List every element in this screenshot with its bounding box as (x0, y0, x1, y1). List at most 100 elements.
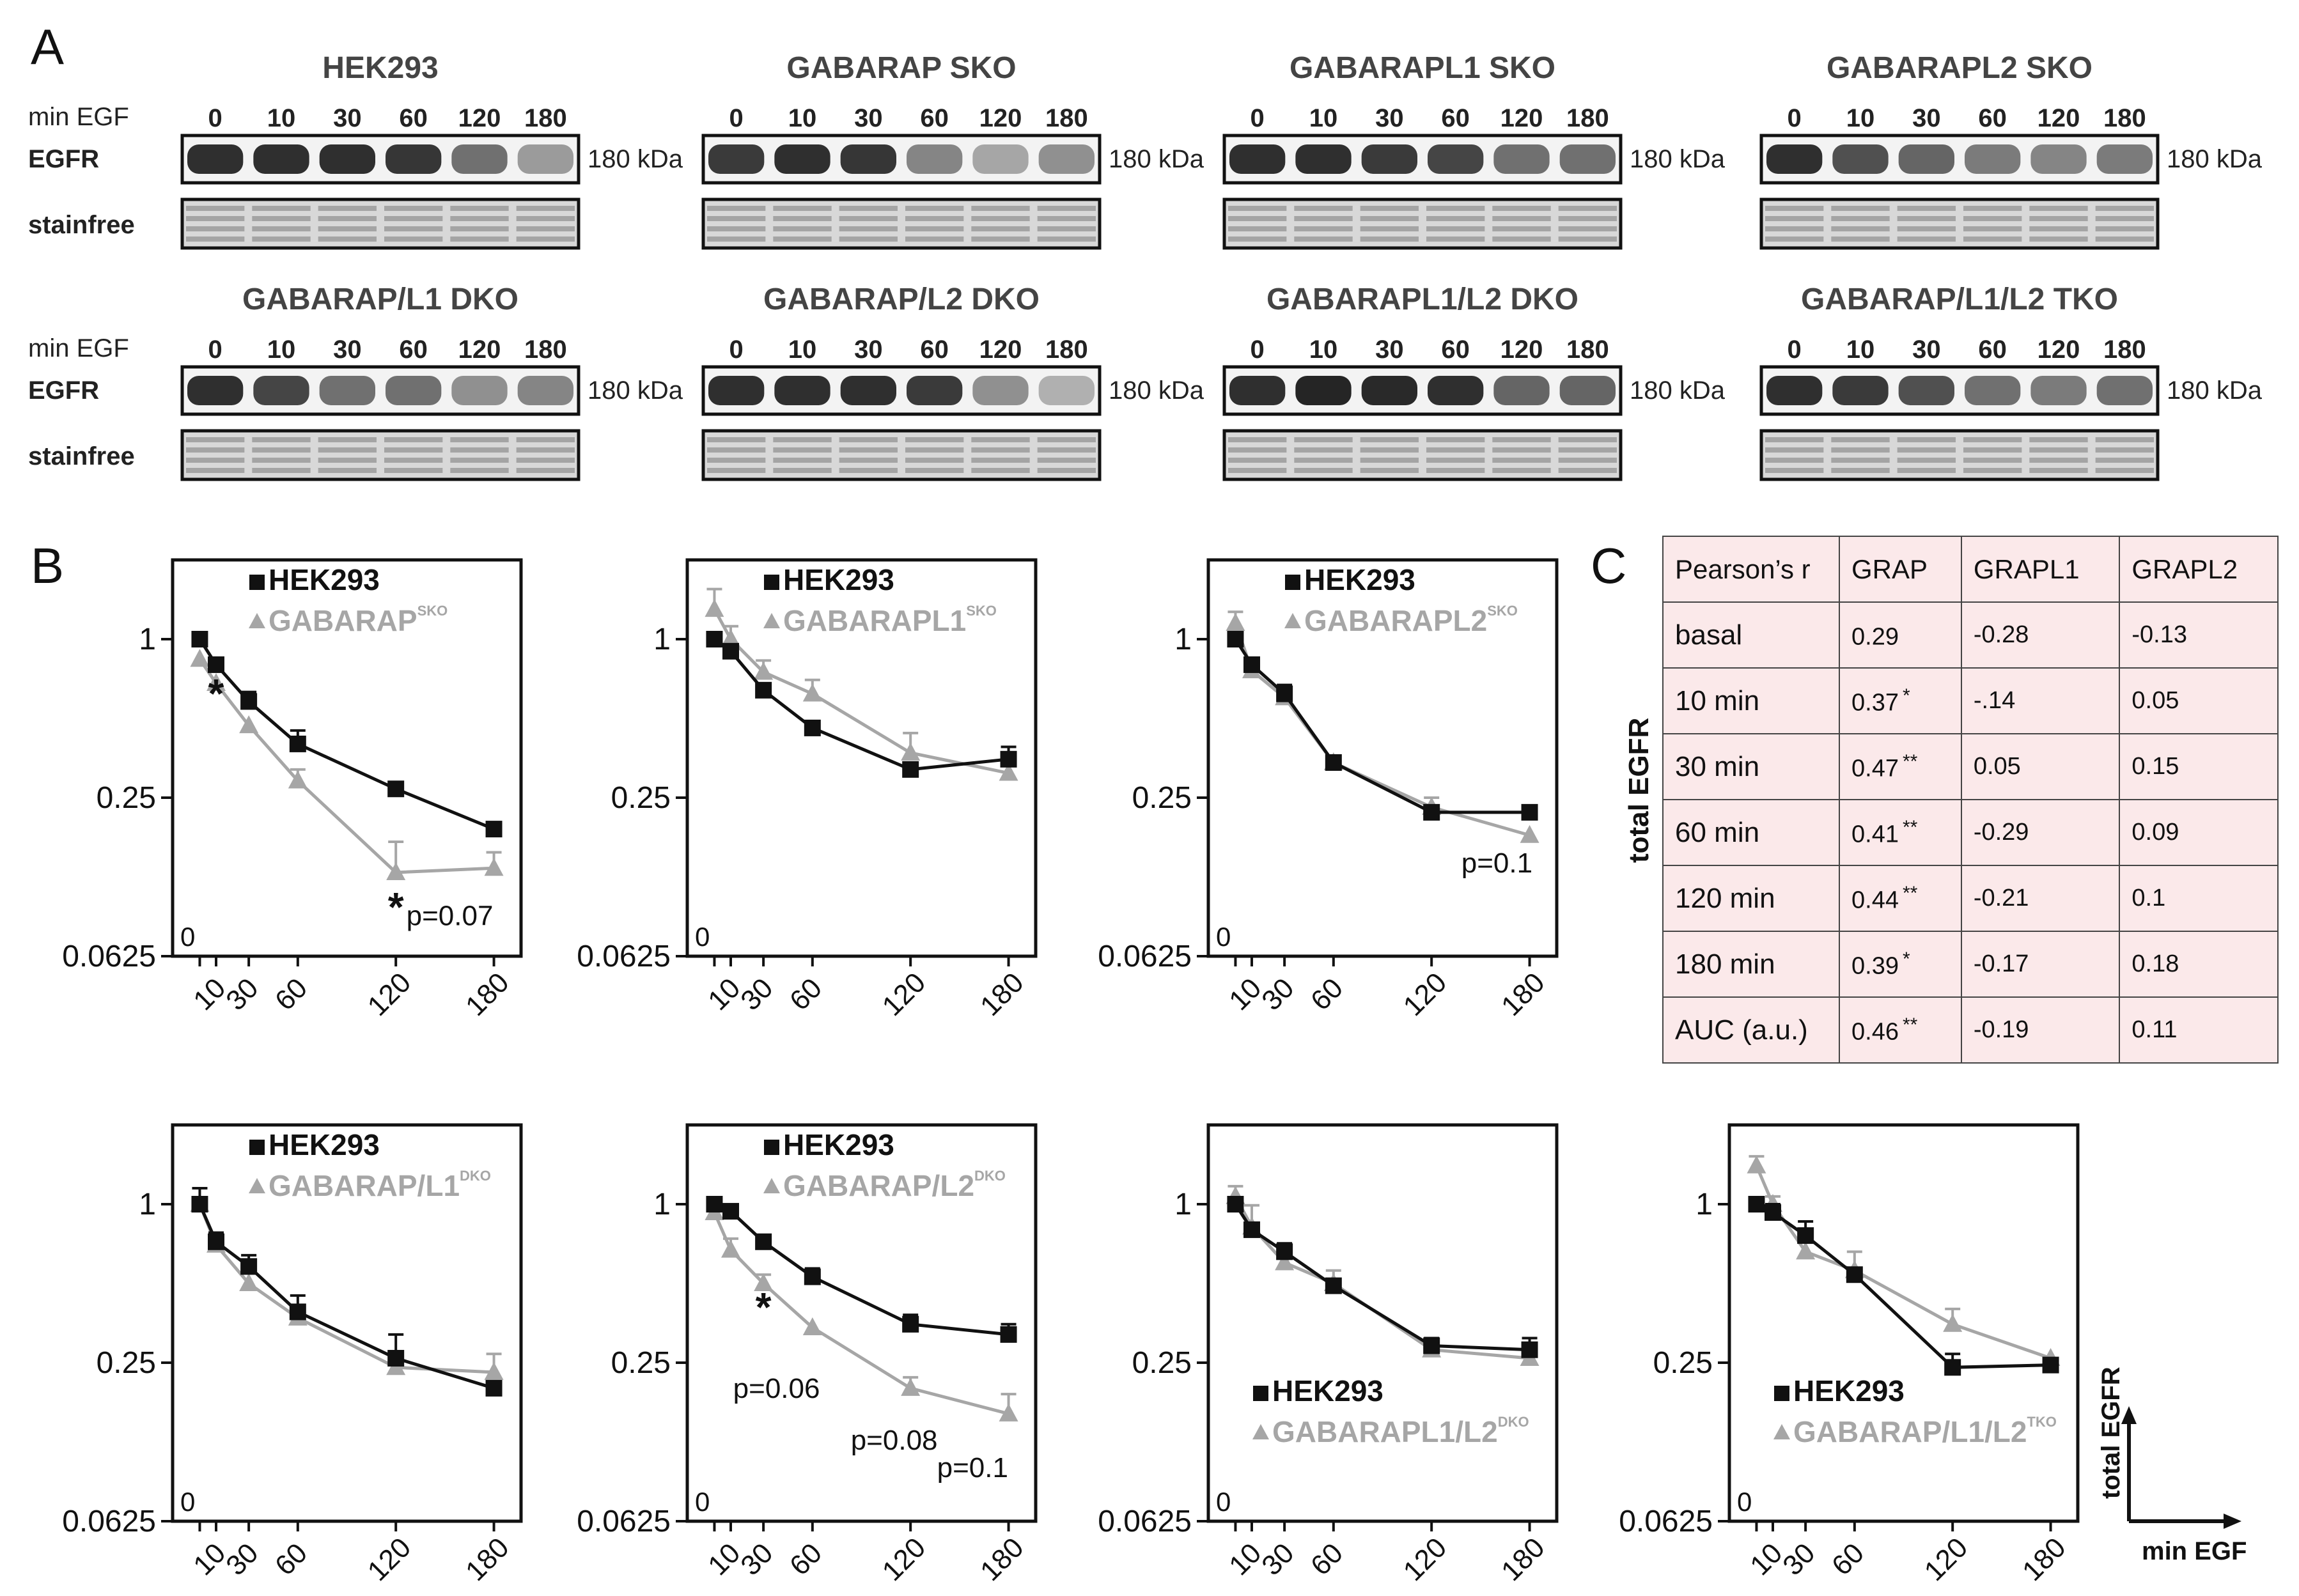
blot-timepoint-label: 60 (1978, 336, 2007, 364)
blot-timepoint-label: 180 (1566, 104, 1609, 132)
y-tick-label: 0.0625 (577, 940, 671, 973)
data-point-square (1227, 631, 1244, 647)
stainfree-band (1897, 447, 1956, 453)
data-point-square (804, 1268, 821, 1285)
stainfree-band (516, 216, 575, 221)
significance-star: * (208, 670, 224, 717)
stainfree-band (252, 236, 311, 242)
legend-label-superscript: TKO (2027, 1414, 2056, 1430)
stainfree-band (971, 458, 1030, 463)
grap-value: 0.29 (1851, 623, 1899, 651)
stainfree-band (1765, 447, 1824, 453)
data-point-triangle (999, 763, 1018, 781)
grap-value: 0.44 (1851, 887, 1899, 914)
data-point-triangle (288, 770, 308, 789)
blot-timepoint-label: 0 (1788, 104, 1802, 132)
data-point-square (387, 1349, 405, 1367)
data-point-square (1276, 1243, 1293, 1260)
egfr-band (708, 144, 765, 174)
stainfree-band (318, 458, 377, 463)
stainfree-band (1963, 216, 2022, 221)
axis-legend-y-label: total EGFR (2097, 1367, 2125, 1499)
grap-cell: 0.47 ** (1839, 733, 1962, 800)
stainfree-band (1765, 468, 1824, 473)
x-tick-label: 30 (1777, 1537, 1821, 1581)
egfr-blot-frame (1222, 365, 1623, 416)
kda-label: 180 kDa (1109, 376, 1204, 405)
stainfree-band (1360, 447, 1419, 453)
stainfree-band (773, 206, 832, 211)
blot-timepoint-label: 180 (524, 336, 567, 364)
significance-marker: * (1902, 948, 1910, 970)
arrow-up-icon (2121, 1406, 2137, 1424)
stainfree-band (1897, 468, 1956, 473)
egfr-band (840, 144, 896, 174)
data-point-square (208, 1233, 225, 1250)
stainfree-band (318, 206, 377, 211)
p-value-annotation: p=0.08 (851, 1425, 938, 1456)
stainfree-band (1765, 458, 1824, 463)
x-tick-label: 60 (269, 972, 313, 1016)
legend-label-name: GABARAP/L2 (783, 1169, 974, 1202)
data-point-square (485, 821, 503, 838)
y-tick-label: 1 (139, 623, 156, 656)
egfr-band (1898, 376, 1954, 405)
series-line (1234, 1203, 1530, 1352)
x-tick-label: 30 (1256, 1537, 1300, 1581)
egfr-band (386, 376, 442, 405)
blot-title: GABARAPL1 SKO (1290, 51, 1555, 85)
data-point-square (1521, 803, 1538, 821)
significance-marker: ** (1902, 816, 1918, 838)
grapl1-cell: 0.05 (1960, 733, 2121, 800)
egfr-band (1832, 144, 1889, 174)
stainfree-band (1228, 206, 1287, 211)
y-tick-label: 1 (653, 1188, 671, 1221)
y-tick-label: 1 (1174, 1188, 1192, 1221)
stainfree-blot-frame (701, 198, 1102, 250)
stainfree-band (1831, 206, 1890, 211)
stainfree-band (1037, 468, 1096, 473)
arrow-right-icon (2224, 1514, 2241, 1529)
x-tick-label: 180 (2016, 1531, 2072, 1587)
data-point-square (1423, 1337, 1440, 1354)
egfr-band (1493, 144, 1550, 174)
egfr-band (319, 376, 375, 405)
grapl1-cell: -0.28 (1960, 601, 2121, 669)
stainfree-blot-frame (1759, 198, 2160, 250)
grapl1-cell: -0.17 (1960, 931, 2121, 998)
stainfree-band (1558, 437, 1617, 442)
data-point-triangle (754, 662, 774, 680)
stainfree-band (186, 236, 245, 242)
data-point-square (208, 656, 225, 673)
pearson-table: Pearson’s r GRAP GRAPL1 GRAPL2 basal 0.29… (1662, 536, 2279, 1064)
zero-label: 0 (695, 1487, 710, 1517)
stainfree-band (516, 236, 575, 242)
stainfree-band (971, 236, 1030, 242)
series-line (198, 638, 495, 831)
x-tick-label: 30 (220, 972, 264, 1016)
stainfree-band (707, 468, 766, 473)
table-header-cell: GRAP (1839, 536, 1962, 603)
stainfree-band (1228, 437, 1287, 442)
stainfree-band (2029, 458, 2088, 463)
stainfree-band (1963, 447, 2022, 453)
x-tick-label: 60 (1826, 1537, 1870, 1581)
stainfree-band (839, 216, 898, 221)
stainfree-band (1426, 468, 1485, 473)
blot-title: GABARAP/L1/L2 TKO (1801, 283, 2118, 316)
blot-timepoint-label: 60 (1441, 104, 1470, 132)
legend-label-superscript: SKO (966, 603, 997, 619)
stainfree-band (1426, 447, 1485, 453)
blot-timepoint-label: 60 (920, 336, 949, 364)
blot-timepoint-label: 10 (1309, 336, 1338, 364)
stainfree-band (1426, 226, 1485, 231)
stainfree-band (971, 216, 1030, 221)
stainfree-band (707, 216, 766, 221)
stainfree-band (707, 236, 766, 242)
data-point-triangle (386, 862, 406, 880)
stainfree-band (1558, 236, 1617, 242)
x-tick-label: 120 (362, 966, 417, 1022)
stainfree-band (1228, 216, 1287, 221)
stainfree-band (1558, 216, 1617, 221)
